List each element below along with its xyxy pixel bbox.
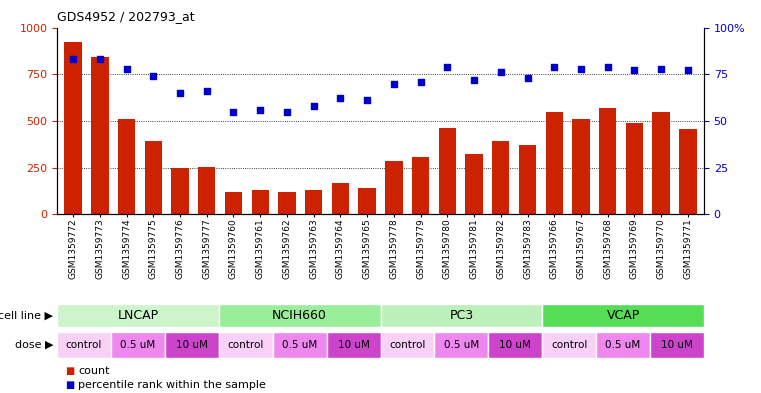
Point — [334, 95, 346, 101]
Point — [602, 64, 614, 70]
Point — [629, 67, 641, 73]
Point — [67, 56, 79, 62]
Bar — [65, 42, 81, 214]
Bar — [385, 161, 403, 214]
Point — [521, 75, 533, 81]
Bar — [57, 332, 111, 358]
Bar — [118, 119, 135, 214]
Bar — [219, 332, 272, 358]
Bar — [466, 154, 482, 214]
Text: LNCAP: LNCAP — [117, 309, 158, 322]
Text: 0.5 uM: 0.5 uM — [444, 340, 479, 350]
Point — [441, 64, 454, 70]
Point — [147, 73, 159, 79]
Bar — [332, 184, 349, 214]
Bar — [599, 108, 616, 214]
Text: ■: ■ — [65, 380, 74, 390]
Bar — [380, 332, 435, 358]
Text: 10 uM: 10 uM — [338, 340, 370, 350]
Point — [575, 65, 587, 72]
Bar — [111, 332, 165, 358]
Point — [682, 67, 694, 73]
Bar — [492, 141, 509, 214]
Bar — [165, 332, 219, 358]
Text: count: count — [78, 366, 110, 376]
Point — [228, 108, 240, 115]
Bar — [198, 167, 215, 214]
Text: 0.5 uM: 0.5 uM — [606, 340, 641, 350]
Bar — [380, 304, 542, 327]
Bar — [650, 332, 704, 358]
Point — [468, 77, 480, 83]
Bar — [224, 192, 242, 214]
Point — [495, 69, 507, 75]
Text: control: control — [551, 340, 587, 350]
Bar — [171, 169, 189, 214]
Text: dose ▶: dose ▶ — [14, 340, 53, 350]
Bar — [572, 119, 590, 214]
Text: NCIH660: NCIH660 — [272, 309, 327, 322]
Bar — [435, 332, 489, 358]
Point — [201, 88, 213, 94]
Text: 10 uM: 10 uM — [176, 340, 208, 350]
Point — [361, 97, 373, 103]
Bar — [543, 332, 596, 358]
Bar — [279, 192, 295, 214]
Bar — [438, 128, 456, 214]
Point — [174, 90, 186, 96]
Text: 0.5 uM: 0.5 uM — [282, 340, 317, 350]
Text: 10 uM: 10 uM — [661, 340, 693, 350]
Text: VCAP: VCAP — [607, 309, 640, 322]
Bar — [252, 190, 269, 214]
Bar — [546, 112, 563, 214]
Bar — [57, 304, 219, 327]
Text: control: control — [390, 340, 425, 350]
Bar — [680, 129, 696, 214]
Text: cell line ▶: cell line ▶ — [0, 310, 53, 320]
Text: ■: ■ — [65, 366, 74, 376]
Text: 0.5 uM: 0.5 uM — [120, 340, 155, 350]
Point — [120, 65, 132, 72]
Point — [254, 107, 266, 113]
Bar — [626, 123, 643, 214]
Bar — [272, 332, 326, 358]
Bar — [326, 332, 380, 358]
Bar — [358, 188, 376, 214]
Bar — [543, 304, 704, 327]
Text: PC3: PC3 — [449, 309, 473, 322]
Point — [548, 64, 560, 70]
Bar — [145, 141, 162, 214]
Text: 10 uM: 10 uM — [499, 340, 531, 350]
Point — [655, 65, 667, 72]
Point — [281, 108, 293, 115]
Text: GDS4952 / 202793_at: GDS4952 / 202793_at — [57, 10, 195, 23]
Point — [388, 81, 400, 87]
Bar — [91, 57, 109, 214]
Bar — [305, 190, 323, 214]
Point — [94, 56, 106, 62]
Bar — [596, 332, 650, 358]
Text: percentile rank within the sample: percentile rank within the sample — [78, 380, 266, 390]
Bar — [412, 157, 429, 214]
Bar — [219, 304, 380, 327]
Point — [415, 79, 427, 85]
Bar — [489, 332, 542, 358]
Bar — [652, 112, 670, 214]
Bar — [519, 145, 537, 214]
Text: control: control — [66, 340, 102, 350]
Point — [307, 103, 320, 109]
Text: control: control — [228, 340, 264, 350]
